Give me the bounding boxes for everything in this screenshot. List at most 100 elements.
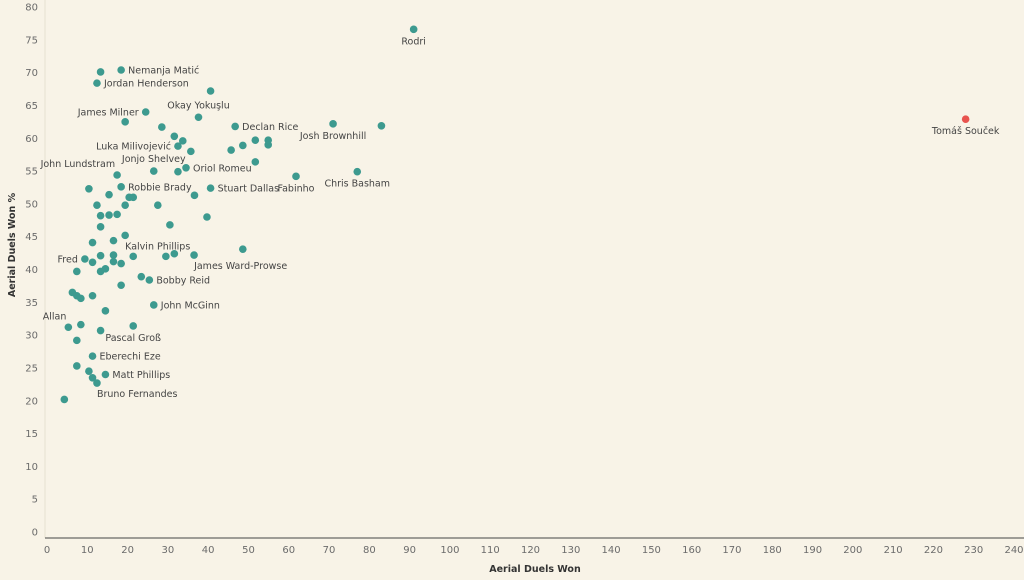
point-label: John Lundstram <box>40 159 116 170</box>
data-point[interactable] <box>239 141 247 150</box>
x-tick-label: 230 <box>964 545 983 556</box>
data-point[interactable] <box>206 87 215 95</box>
data-point[interactable] <box>96 211 105 220</box>
data-point[interactable] <box>162 252 170 261</box>
data-point[interactable] <box>206 184 215 192</box>
point-label: Okay Yokuşlu <box>167 100 229 111</box>
data-point[interactable] <box>129 252 138 261</box>
data-point[interactable] <box>109 236 118 245</box>
y-tick-label: 15 <box>25 429 38 440</box>
data-point[interactable] <box>239 245 247 253</box>
x-tick-label: 70 <box>323 545 336 556</box>
data-point[interactable] <box>77 320 85 329</box>
y-axis-title: Aerial Duels Won % <box>7 192 18 297</box>
data-point[interactable] <box>170 132 179 141</box>
data-point[interactable] <box>85 184 93 193</box>
x-tick-label: 120 <box>521 545 540 556</box>
data-point[interactable] <box>129 193 138 202</box>
data-point[interactable] <box>203 213 211 221</box>
data-point[interactable] <box>73 267 81 276</box>
data-point[interactable] <box>101 370 110 379</box>
data-point[interactable] <box>264 141 273 149</box>
data-point[interactable] <box>174 142 182 150</box>
data-point[interactable] <box>158 123 166 131</box>
data-point[interactable] <box>117 66 125 74</box>
data-point[interactable] <box>178 137 187 145</box>
data-point[interactable] <box>121 118 129 126</box>
x-tick-label: 160 <box>682 545 701 556</box>
data-point[interactable] <box>117 259 125 268</box>
data-point[interactable] <box>117 183 125 191</box>
data-point[interactable] <box>149 167 158 175</box>
data-point[interactable] <box>81 255 89 263</box>
data-point[interactable] <box>73 336 81 345</box>
data-point[interactable] <box>109 251 118 259</box>
data-point[interactable] <box>96 68 105 76</box>
data-point[interactable] <box>101 307 110 315</box>
point-label: Stuart Dallas <box>218 184 279 195</box>
data-point[interactable] <box>113 171 121 179</box>
data-point[interactable] <box>88 238 97 247</box>
data-point[interactable] <box>64 323 73 332</box>
data-point[interactable] <box>129 322 138 330</box>
data-point[interactable] <box>149 301 158 309</box>
point-label: Robbie Brady <box>128 182 192 193</box>
x-tick-label: 140 <box>602 545 621 556</box>
y-tick-label: 75 <box>25 35 38 46</box>
data-point[interactable] <box>93 79 101 87</box>
data-point[interactable] <box>190 191 199 200</box>
x-tick-label: 80 <box>363 545 376 556</box>
data-point[interactable] <box>377 121 386 130</box>
data-point[interactable] <box>88 373 97 382</box>
data-point[interactable] <box>77 294 85 303</box>
data-point[interactable] <box>190 251 198 259</box>
data-point[interactable] <box>105 211 113 219</box>
data-point[interactable] <box>231 122 239 131</box>
data-point[interactable] <box>329 120 337 128</box>
data-point[interactable] <box>85 367 93 376</box>
y-tick-label: 55 <box>25 167 38 178</box>
point-label: Rodri <box>401 36 426 47</box>
data-point[interactable] <box>154 201 162 209</box>
data-point[interactable] <box>251 136 260 145</box>
y-tick-label: 40 <box>25 265 38 276</box>
data-point[interactable] <box>121 231 129 240</box>
point-label: Matt Phillips <box>112 370 170 381</box>
data-point[interactable] <box>88 258 97 267</box>
data-point[interactable] <box>141 108 150 116</box>
data-point[interactable] <box>96 223 105 231</box>
data-point[interactable] <box>121 201 129 209</box>
data-point[interactable] <box>73 362 81 370</box>
data-point[interactable] <box>187 147 195 156</box>
data-point[interactable] <box>227 146 235 154</box>
data-point[interactable] <box>101 265 110 273</box>
x-tick-label: 190 <box>803 545 822 556</box>
data-point[interactable] <box>88 352 97 360</box>
data-point[interactable] <box>109 257 118 266</box>
data-point[interactable] <box>251 158 260 166</box>
data-point[interactable] <box>88 291 97 300</box>
data-point[interactable] <box>137 272 146 281</box>
data-point[interactable] <box>117 281 125 290</box>
data-point[interactable] <box>409 25 418 34</box>
data-point[interactable] <box>182 163 190 172</box>
data-point[interactable] <box>60 395 69 404</box>
data-point[interactable] <box>961 115 970 124</box>
data-point[interactable] <box>166 221 174 229</box>
data-point[interactable] <box>96 251 105 260</box>
data-point[interactable] <box>292 172 300 181</box>
data-point[interactable] <box>174 167 182 176</box>
x-tick-label: 220 <box>924 545 943 556</box>
data-point[interactable] <box>194 113 203 122</box>
y-tick-label: 30 <box>25 331 38 342</box>
data-point[interactable] <box>96 326 105 335</box>
x-tick-label: 200 <box>843 545 862 556</box>
data-point[interactable] <box>145 276 154 284</box>
data-point[interactable] <box>113 210 121 219</box>
data-point[interactable] <box>93 379 101 387</box>
point-label: Bobby Reid <box>156 276 210 287</box>
data-point[interactable] <box>93 201 101 209</box>
data-point[interactable] <box>105 190 113 199</box>
data-point[interactable] <box>170 249 179 258</box>
data-point[interactable] <box>353 167 362 176</box>
